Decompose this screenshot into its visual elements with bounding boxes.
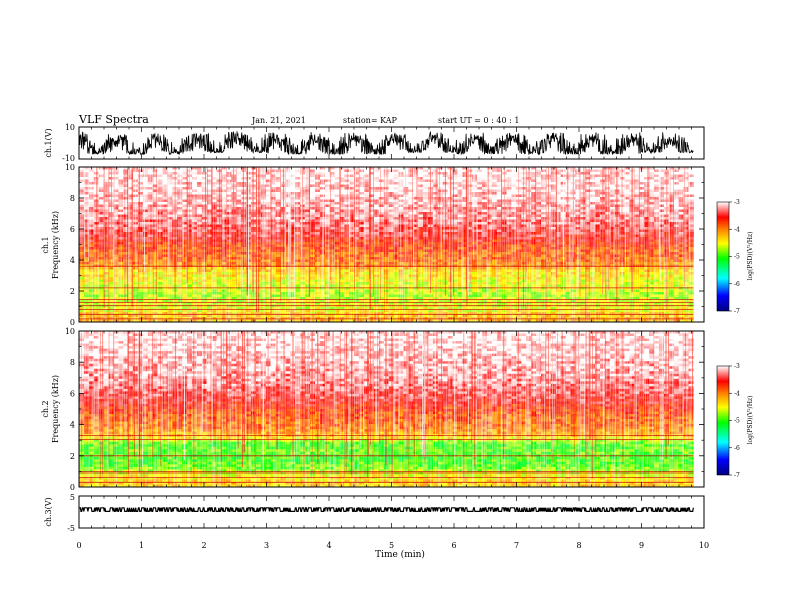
waveform-line bbox=[78, 130, 694, 156]
ch1-waveform-ylabel: ch.1(V) bbox=[44, 128, 53, 157]
ch1-ytick-bottom: -10 bbox=[62, 154, 75, 163]
ch1-waveform-trace bbox=[78, 130, 694, 156]
date-label: Jan. 21, 2021 bbox=[251, 116, 306, 125]
start-time-label: start UT = 0 : 40 : 1 bbox=[438, 116, 519, 125]
station-label: station= KAP bbox=[343, 116, 398, 125]
ch1-waveform-panel: 10 -10 ch.1(V) bbox=[44, 123, 705, 163]
ch1-waveform-ticks bbox=[78, 127, 705, 159]
ch1-ytick-top: 10 bbox=[65, 123, 75, 132]
figure-title: VLF Spectra bbox=[78, 113, 149, 126]
ch1-spectrogram-image bbox=[79, 167, 694, 323]
